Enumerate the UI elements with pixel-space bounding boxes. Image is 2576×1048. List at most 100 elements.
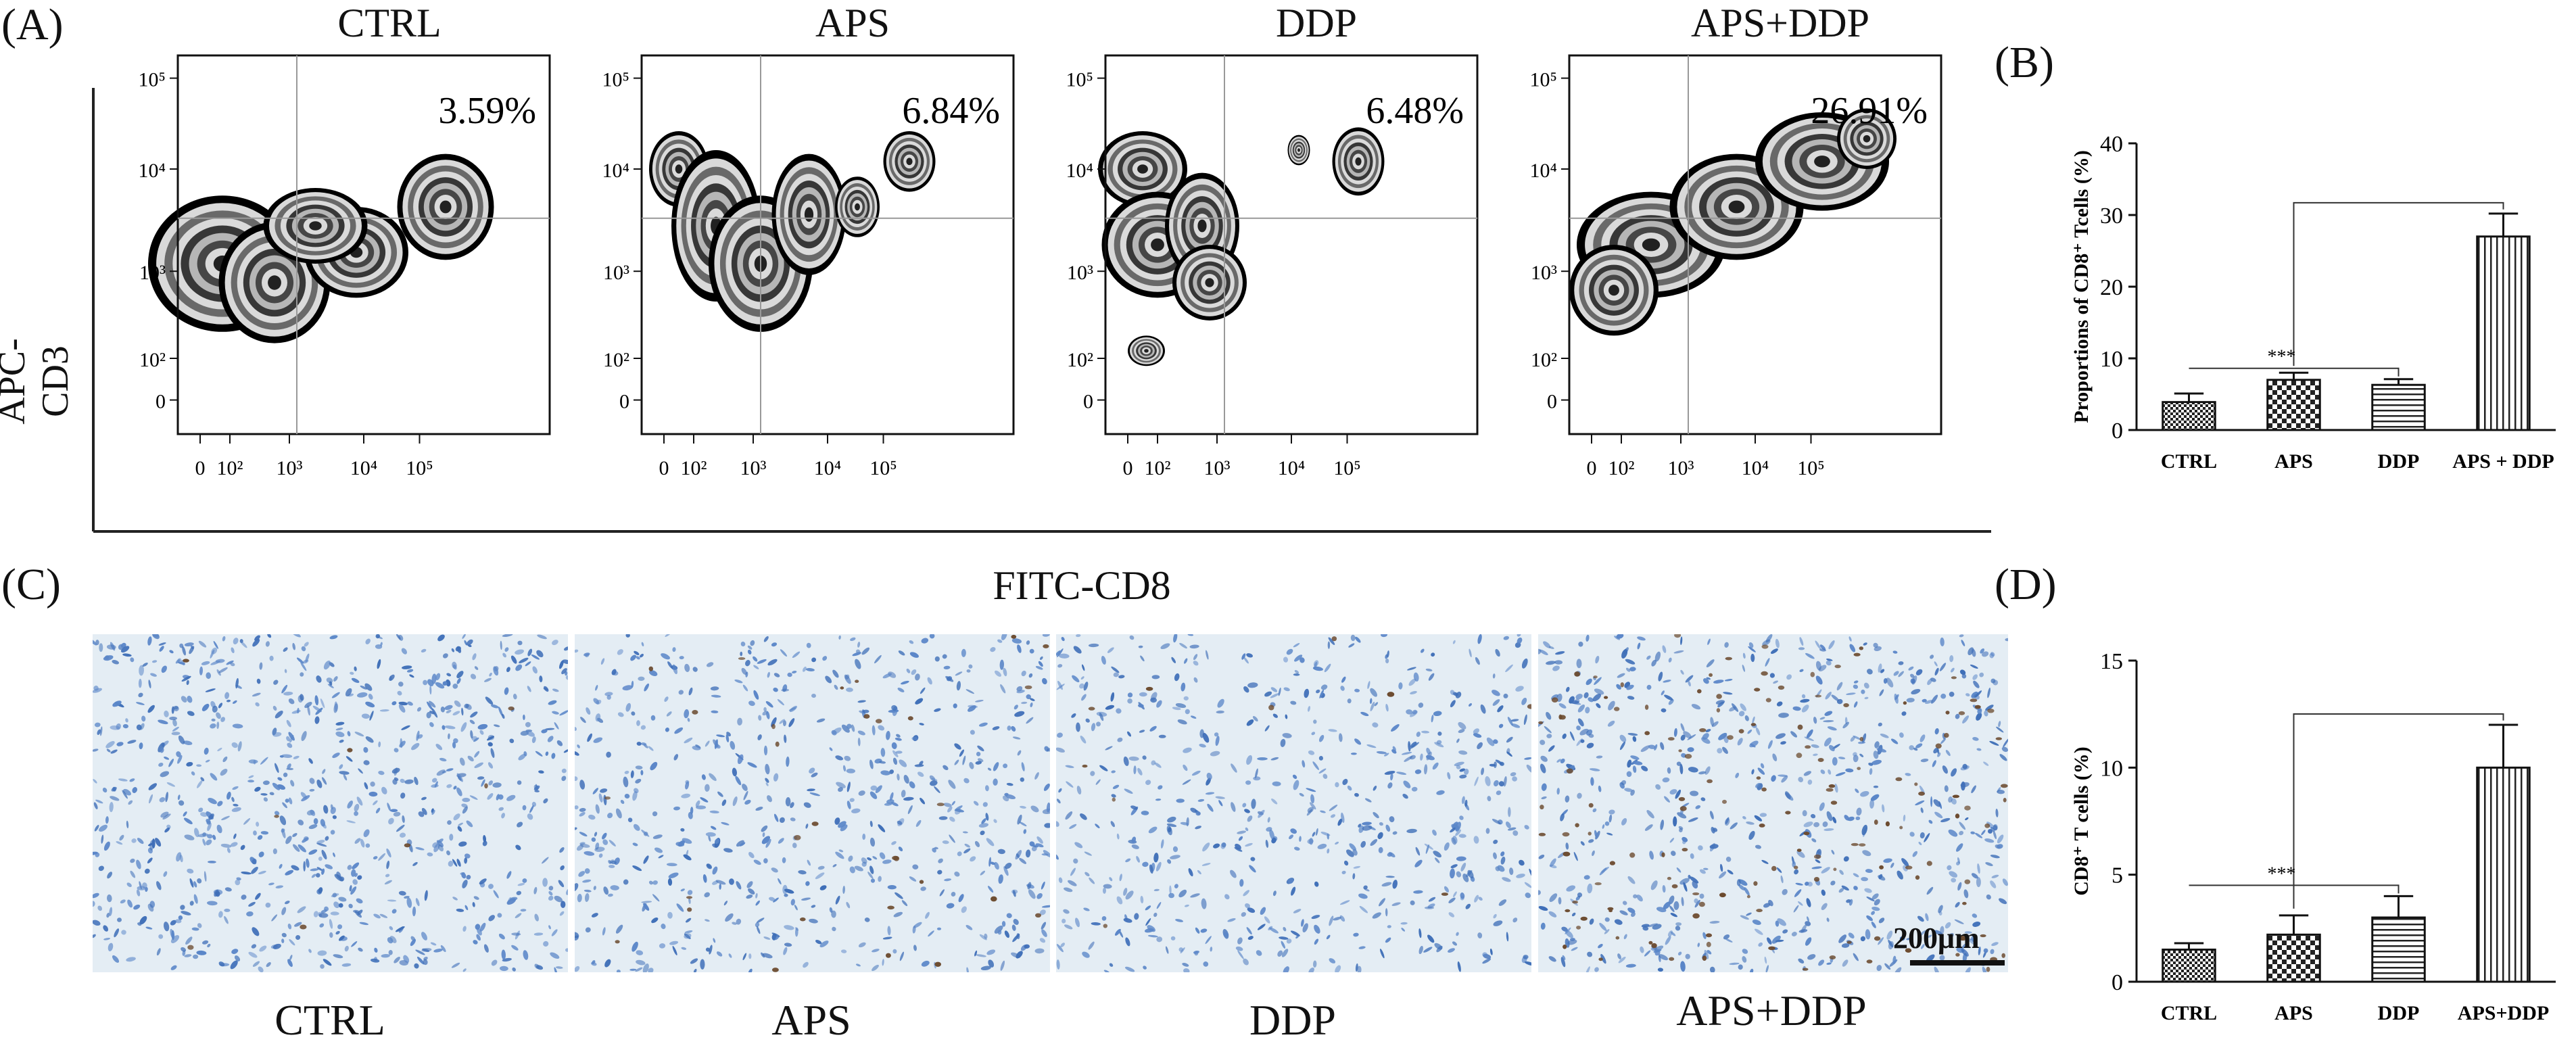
x-tick-label: 10² [1608, 457, 1635, 479]
scalebar-label: 200μm [1893, 922, 1980, 955]
bar [2162, 949, 2216, 983]
y-tick-label: 0 [1083, 391, 1093, 413]
x-tick-label: 10³ [277, 457, 303, 479]
bar [2371, 383, 2426, 431]
y-axis-label: CD8⁺ T cells (%) [2070, 746, 2093, 896]
y-tick-label: 10⁴ [1530, 160, 1557, 182]
category-label: DDP [2378, 450, 2420, 473]
flow-plots: 3.59% 10⁵ 10⁴ 10³ 10² 0 0 10² 10³ 10⁴ 10⁵ 6.84% 10⁵ 1… [139, 54, 1942, 479]
flow-outer-frame [92, 88, 1991, 533]
flow-density-ring [675, 164, 683, 174]
y-tick-label: 10³ [603, 262, 629, 284]
y-tick-label: 10⁵ [602, 69, 629, 91]
quadrant-percent: 26.91% [1811, 90, 1928, 132]
flow-density-ring [1608, 285, 1619, 296]
flow-title-aps-ddp: APS+DDP [1691, 1, 1869, 45]
ihc-label-ctrl: CTRL [275, 996, 385, 1044]
category-label: CTRL [2161, 450, 2217, 473]
cd8-positive-cells [604, 634, 1049, 972]
flow-plot-3: 26.91% 10⁵ 10⁴ 10³ 10² 0 0 10² 10³ 10⁴ 10⁵ [1530, 54, 1942, 479]
category-label: CTRL [2161, 1002, 2217, 1024]
y-tick-label: 20 [2100, 275, 2123, 300]
y-tick-label: 15 [2100, 649, 2123, 674]
ihc-image-ddp [1056, 634, 1531, 972]
flow-density-ring [1151, 238, 1164, 252]
y-tick-label: 10² [603, 349, 629, 371]
flow-title-aps: APS [815, 1, 890, 45]
tissue-nuclei [1538, 634, 2008, 972]
x-tick-label: 10⁵ [1333, 457, 1360, 479]
flow-density-ring [1355, 157, 1362, 166]
flow-density-ring [439, 200, 452, 214]
ihc-label-aps-ddp: APS+DDP [1676, 986, 1867, 1034]
flow-plot-0: 3.59% 10⁵ 10⁴ 10³ 10² 0 0 10² 10³ 10⁴ 10⁵ [139, 54, 551, 479]
y-tick-label: 0 [2112, 419, 2123, 444]
category-label: APS + DDP [2452, 450, 2554, 473]
flow-density-ring [804, 207, 814, 222]
x-tick-label: 10⁴ [1742, 457, 1769, 479]
flow-title-ctrl: CTRL [337, 1, 442, 45]
significance-bracket-lower [2189, 884, 2400, 894]
category-label: APS [2274, 450, 2313, 473]
bar [2266, 933, 2321, 983]
tissue-nuclei [575, 634, 1050, 972]
ihc-image-aps-ddp [1538, 634, 2008, 972]
significance-stars: *** [2268, 347, 2296, 368]
panel-label-b: (B) [1995, 38, 2054, 87]
flow-plot-2: 6.48% 10⁵ 10⁴ 10³ 10² 0 0 10² 10³ 10⁴ 10⁵ [1066, 54, 1479, 479]
x-tick-label: 10⁴ [814, 457, 841, 479]
bar [2476, 766, 2531, 983]
bar [2476, 235, 2531, 431]
y-tick-label: 10⁵ [139, 69, 166, 91]
ihc-label-aps: APS [771, 996, 851, 1044]
x-tick-label: 10² [217, 457, 243, 479]
y-tick-label: 10⁴ [139, 160, 166, 182]
y-tick-label: 0 [2112, 970, 2123, 995]
quadrant-percent: 6.48% [1366, 90, 1464, 132]
scalebar [1910, 960, 2005, 966]
significance-bracket-upper [2293, 713, 2504, 909]
bar-chart-b: 0 10 20 30 40 Proportions of CD8⁺ Tcells (%) C… [2070, 132, 2556, 473]
x-tick-label: 10² [681, 457, 707, 479]
flow-density-ring [1297, 148, 1300, 152]
flow-density-ring [1863, 135, 1871, 143]
y-tick-label: 10³ [1531, 262, 1557, 284]
y-axis-label: Proportions of CD8⁺ Tcells (%) [2070, 150, 2093, 423]
tissue-nuclei [1056, 634, 1531, 972]
x-tick-label: 10⁴ [350, 457, 377, 479]
flow-density-ring [1642, 238, 1661, 252]
y-tick-label: 10³ [1067, 262, 1093, 284]
panel-label-d: (D) [1995, 560, 2057, 609]
tissue-nuclei [93, 634, 568, 972]
cd8-positive-cells [183, 659, 515, 950]
x-tick-label: 10³ [740, 457, 767, 479]
y-tick-label: 10 [2100, 347, 2123, 372]
x-tick-label: 10⁵ [869, 457, 897, 479]
bar [2266, 379, 2321, 431]
panel-label-c: (C) [1, 560, 61, 609]
x-tick-label: 10⁵ [1797, 457, 1824, 479]
cd8-positive-cells [1082, 636, 1531, 928]
flow-density-ring [855, 203, 860, 211]
x-tick-label: 10³ [1204, 457, 1231, 479]
y-tick-label: 10² [139, 349, 166, 371]
x-tick-label: 0 [1587, 457, 1597, 479]
y-tick-label: 10 [2100, 756, 2123, 781]
significance-bracket-lower [2189, 367, 2400, 377]
y-tick-label: 0 [619, 391, 629, 413]
y-tick-label: 10⁴ [1066, 160, 1093, 182]
y-tick-label: 10² [1067, 349, 1093, 371]
y-tick-label: 10³ [139, 262, 166, 284]
ihc-label-ddp: DDP [1249, 996, 1337, 1044]
x-tick-label: 0 [1123, 457, 1133, 479]
category-label: DDP [2378, 1002, 2420, 1024]
flow-plot-1: 6.84% 10⁵ 10⁴ 10³ 10² 0 0 10² 10³ 10⁴ 10⁵ [602, 54, 1015, 479]
y-tick-label: 40 [2100, 132, 2123, 157]
panel-label-a: (A) [1, 0, 64, 49]
x-tick-label: 0 [659, 457, 669, 479]
y-tick-label: 0 [1547, 391, 1557, 413]
flow-density-ring [1144, 349, 1149, 353]
y-tick-label: 0 [156, 391, 166, 413]
flow-density-ring [1205, 278, 1214, 287]
quadrant-percent: 6.84% [902, 90, 1000, 132]
